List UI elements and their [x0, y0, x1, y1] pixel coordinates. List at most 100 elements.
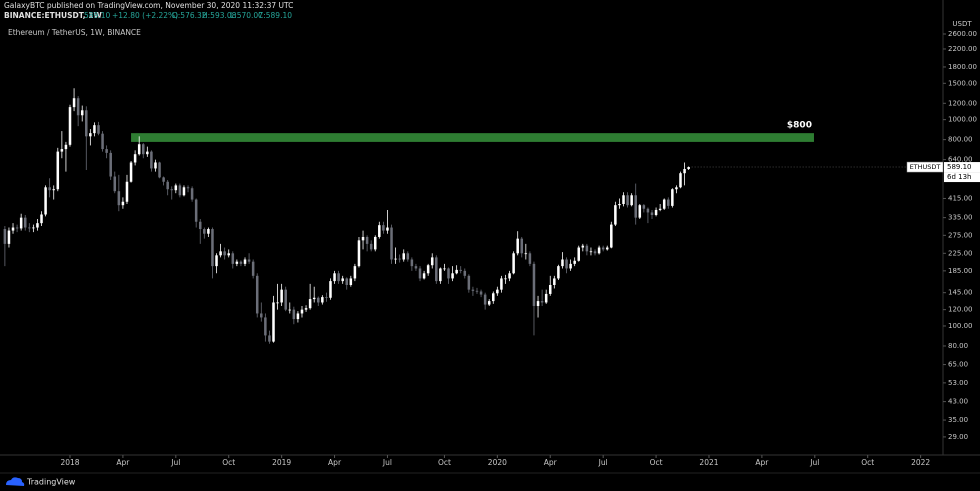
candle-body	[72, 98, 76, 108]
candle-body	[141, 144, 145, 155]
candle-body	[524, 253, 528, 255]
candle-body	[418, 268, 422, 279]
x-tick-label: Jul	[809, 458, 819, 467]
publisher: GalaxyBTC published on TradingView.com, …	[4, 1, 293, 10]
candle-body	[203, 229, 206, 234]
candle-body	[85, 110, 88, 137]
x-tick-label: 2021	[699, 458, 718, 467]
y-tick-label: 80.00	[948, 342, 968, 350]
candle-body	[93, 125, 96, 134]
candle-body	[573, 260, 576, 264]
candle-body	[162, 177, 165, 182]
x-tick-label: 2022	[911, 458, 930, 467]
candle-body	[365, 236, 369, 244]
last: 589.10	[84, 11, 110, 20]
candle-body	[565, 259, 568, 269]
candle-body	[516, 238, 519, 254]
candle-body	[622, 195, 625, 205]
candle-body	[475, 290, 479, 292]
candle-body	[227, 253, 230, 256]
candle-body	[133, 154, 137, 163]
candle-body	[129, 162, 133, 182]
y-tick-label: 335.00	[948, 214, 973, 222]
candle-body	[178, 185, 182, 196]
candle-body	[345, 278, 349, 285]
candle-body	[292, 309, 296, 320]
symbol-box	[906, 161, 944, 173]
candle-body	[105, 149, 108, 153]
countdown-box	[944, 172, 980, 183]
candle-body	[520, 238, 524, 254]
candle-body	[679, 173, 682, 188]
candle-body	[304, 308, 308, 310]
candle-body	[398, 258, 401, 260]
candle-body	[321, 297, 324, 303]
x-tick-label: 2018	[60, 458, 79, 467]
y-tick-label: 65.00	[948, 361, 968, 369]
candle-body	[280, 289, 283, 303]
candle-body	[329, 281, 332, 298]
candle-body	[369, 243, 373, 250]
candle-body	[500, 278, 503, 290]
candle-body	[410, 259, 414, 267]
y-tick-label: 120.00	[948, 306, 973, 314]
candle-body	[463, 270, 467, 276]
candle-body	[601, 247, 605, 250]
plot-area: 2600.00 2200.00 1800.00 1500.00 1200.00 1000.…	[3, 30, 980, 467]
candle-body	[325, 297, 328, 298]
candle-body	[422, 273, 426, 279]
candle-body	[231, 253, 235, 264]
candle-body	[638, 205, 642, 218]
candle-body	[333, 273, 336, 282]
candle-body	[512, 253, 515, 274]
candle-body	[483, 294, 487, 305]
candle-body	[64, 144, 68, 150]
candle-body	[215, 255, 218, 267]
candle-body	[11, 227, 15, 231]
candle-body	[646, 208, 650, 213]
candle-body	[662, 199, 666, 209]
candle-body	[97, 125, 100, 134]
candle-body	[353, 266, 357, 279]
candle-body	[373, 236, 377, 250]
candle-body	[89, 133, 92, 137]
candle-body	[443, 268, 446, 270]
candle-body	[479, 291, 483, 295]
candle-body	[60, 149, 64, 152]
candle-body	[109, 152, 112, 177]
candle-body	[504, 278, 507, 280]
candle-body	[260, 313, 263, 318]
candle-body	[15, 227, 19, 229]
x-tick-label: 2020	[488, 458, 507, 467]
candle-body	[76, 98, 80, 116]
y-tick-label: 145.00	[948, 289, 973, 297]
candle-body	[667, 199, 670, 206]
candle-body	[264, 317, 267, 336]
candle-body	[687, 167, 690, 170]
y-tick-label: 53.00	[948, 379, 968, 387]
y-tick-label: 1800.00	[948, 63, 977, 71]
candle-body	[268, 335, 271, 342]
y-tick-label: 29.00	[948, 433, 968, 441]
candle-body	[40, 214, 43, 224]
candle-body	[671, 189, 674, 206]
candle-body	[239, 261, 243, 264]
x-tick-label: 2019	[272, 458, 291, 467]
candle-body	[430, 257, 434, 266]
candle-body	[642, 205, 646, 209]
x-tick-label: Jul	[598, 458, 608, 467]
candle-body	[593, 251, 597, 254]
candle-body	[317, 297, 320, 303]
price-label: 589.10	[947, 163, 972, 171]
close-label: C:589.10	[258, 11, 292, 20]
candle-body	[589, 251, 593, 253]
x-tick-label: Apr	[328, 458, 342, 467]
candle-body	[581, 245, 585, 248]
candle-body	[113, 176, 117, 192]
candle-body	[223, 251, 226, 256]
candle-body	[247, 259, 251, 262]
candle-body	[117, 191, 121, 206]
symbol: BINANCE:ETHUSDT, 1W	[4, 11, 102, 20]
candle-body	[394, 258, 397, 260]
zone	[131, 133, 814, 142]
